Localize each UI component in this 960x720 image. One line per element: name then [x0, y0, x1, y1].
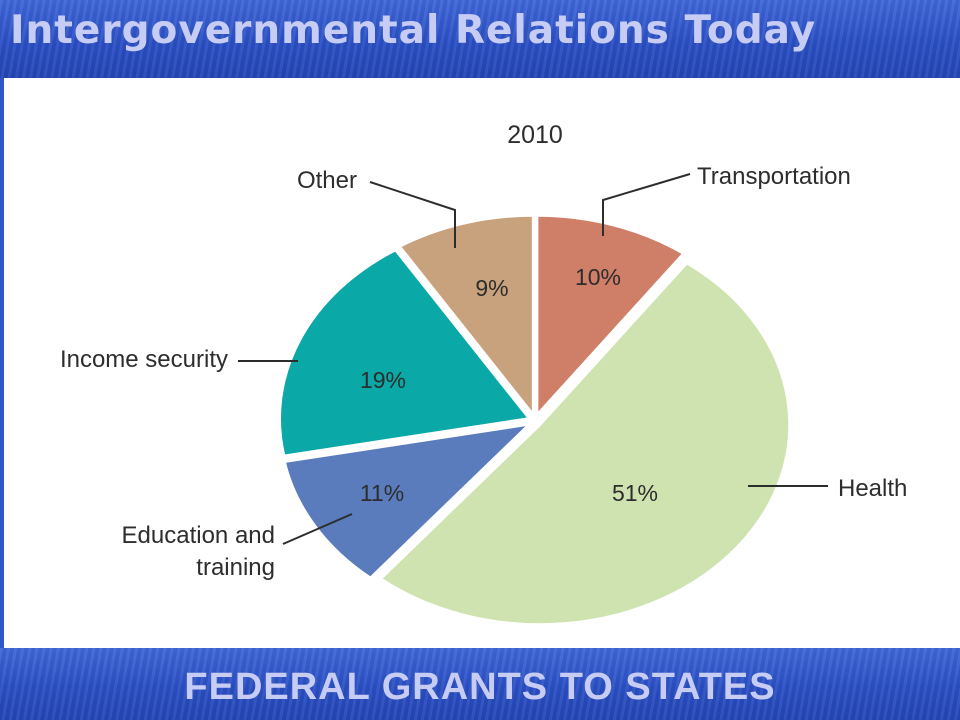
pie-slice-health	[377, 260, 792, 627]
leader-line-transportation	[602, 173, 691, 236]
pie-slice-education-and-training	[282, 421, 535, 581]
leader-line-education-and-training	[282, 513, 353, 545]
slide-footer: FEDERAL GRANTS TO STATES	[184, 666, 776, 708]
title-bar	[0, 0, 960, 78]
slice-label-transportation: Transportation	[697, 163, 851, 190]
pie-slice-income-security	[278, 247, 533, 458]
pie-slices	[278, 213, 792, 627]
slice-label-education-and-training-line-2: training	[196, 554, 275, 581]
leader-lines	[238, 173, 828, 545]
slice-label-income-security: Income security	[60, 346, 228, 373]
slice-label-education-and-training-line-1: Education and	[122, 522, 275, 549]
slice-value-health: 51%	[612, 480, 658, 506]
slice-value-education-and-training: 11%	[360, 480, 404, 506]
footer-bar	[0, 648, 960, 720]
slice-labels: 10% Transportation 51% Health 11% Education a…	[60, 163, 907, 581]
left-accent-strip	[0, 78, 4, 648]
slice-value-transportation: 10%	[575, 264, 621, 290]
pie-slice-other	[397, 213, 535, 420]
slice-label-other: Other	[297, 167, 357, 194]
pie-slice-transportation	[535, 213, 687, 420]
pie-chart: 2010 10% Transportation 51% Health 11% Educat…	[60, 121, 907, 627]
slice-value-other: 9%	[475, 275, 508, 301]
chart-title: 2010	[507, 121, 563, 149]
slide-title: Intergovernmental Relations Today	[10, 8, 817, 53]
slice-label-health: Health	[838, 475, 907, 502]
slice-value-income-security: 19%	[360, 367, 406, 393]
leader-line-other	[369, 181, 456, 248]
